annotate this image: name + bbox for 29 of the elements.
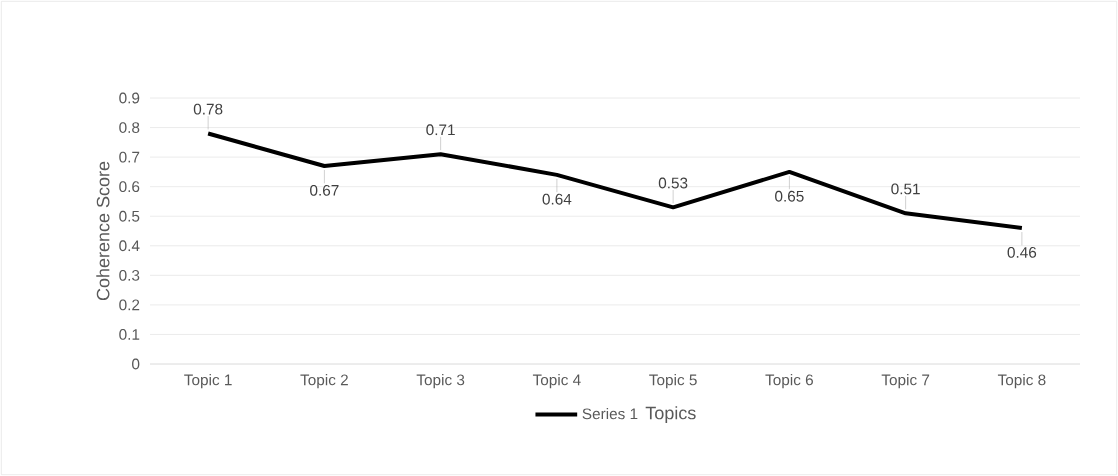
x-tick-label: Topic 1 [184, 374, 232, 389]
y-tick-label: 0.4 [119, 240, 140, 252]
y-tick-label: 0 [132, 358, 140, 370]
y-axis-title: Coherence Score [96, 161, 110, 301]
y-tick-label: 0.9 [119, 92, 140, 104]
legend-label: Series 1 [582, 407, 638, 420]
x-tick-label: Topic 2 [300, 374, 348, 389]
x-axis-title: Topics [645, 406, 696, 423]
x-tick-label: Topic 3 [416, 374, 465, 389]
data-label: 0.65 [775, 190, 804, 202]
x-tick-label: Topic 5 [649, 374, 697, 389]
y-tick-label: 0.2 [119, 299, 140, 311]
data-label: 0.78 [193, 103, 223, 115]
x-tick-label: Topic 7 [881, 374, 930, 389]
y-tick-label: 0.1 [119, 329, 140, 340]
x-tick-label: Topic 6 [765, 374, 813, 389]
x-tick-label: Topic 4 [532, 374, 581, 389]
y-tick-label: 0.7 [119, 151, 140, 163]
data-label: 0.64 [542, 193, 572, 205]
y-tick-label: 0.3 [119, 269, 140, 281]
data-label: 0.51 [891, 183, 920, 195]
y-tick-label: 0.6 [119, 181, 140, 193]
data-label: 0.53 [658, 177, 688, 189]
data-label: 0.67 [310, 184, 339, 196]
data-label: 0.46 [1007, 246, 1037, 258]
x-tick-label: Topic 8 [997, 374, 1046, 389]
y-tick-label: 0.5 [119, 210, 140, 222]
data-label: 0.71 [426, 124, 455, 136]
y-tick-label: 0.8 [119, 122, 140, 133]
